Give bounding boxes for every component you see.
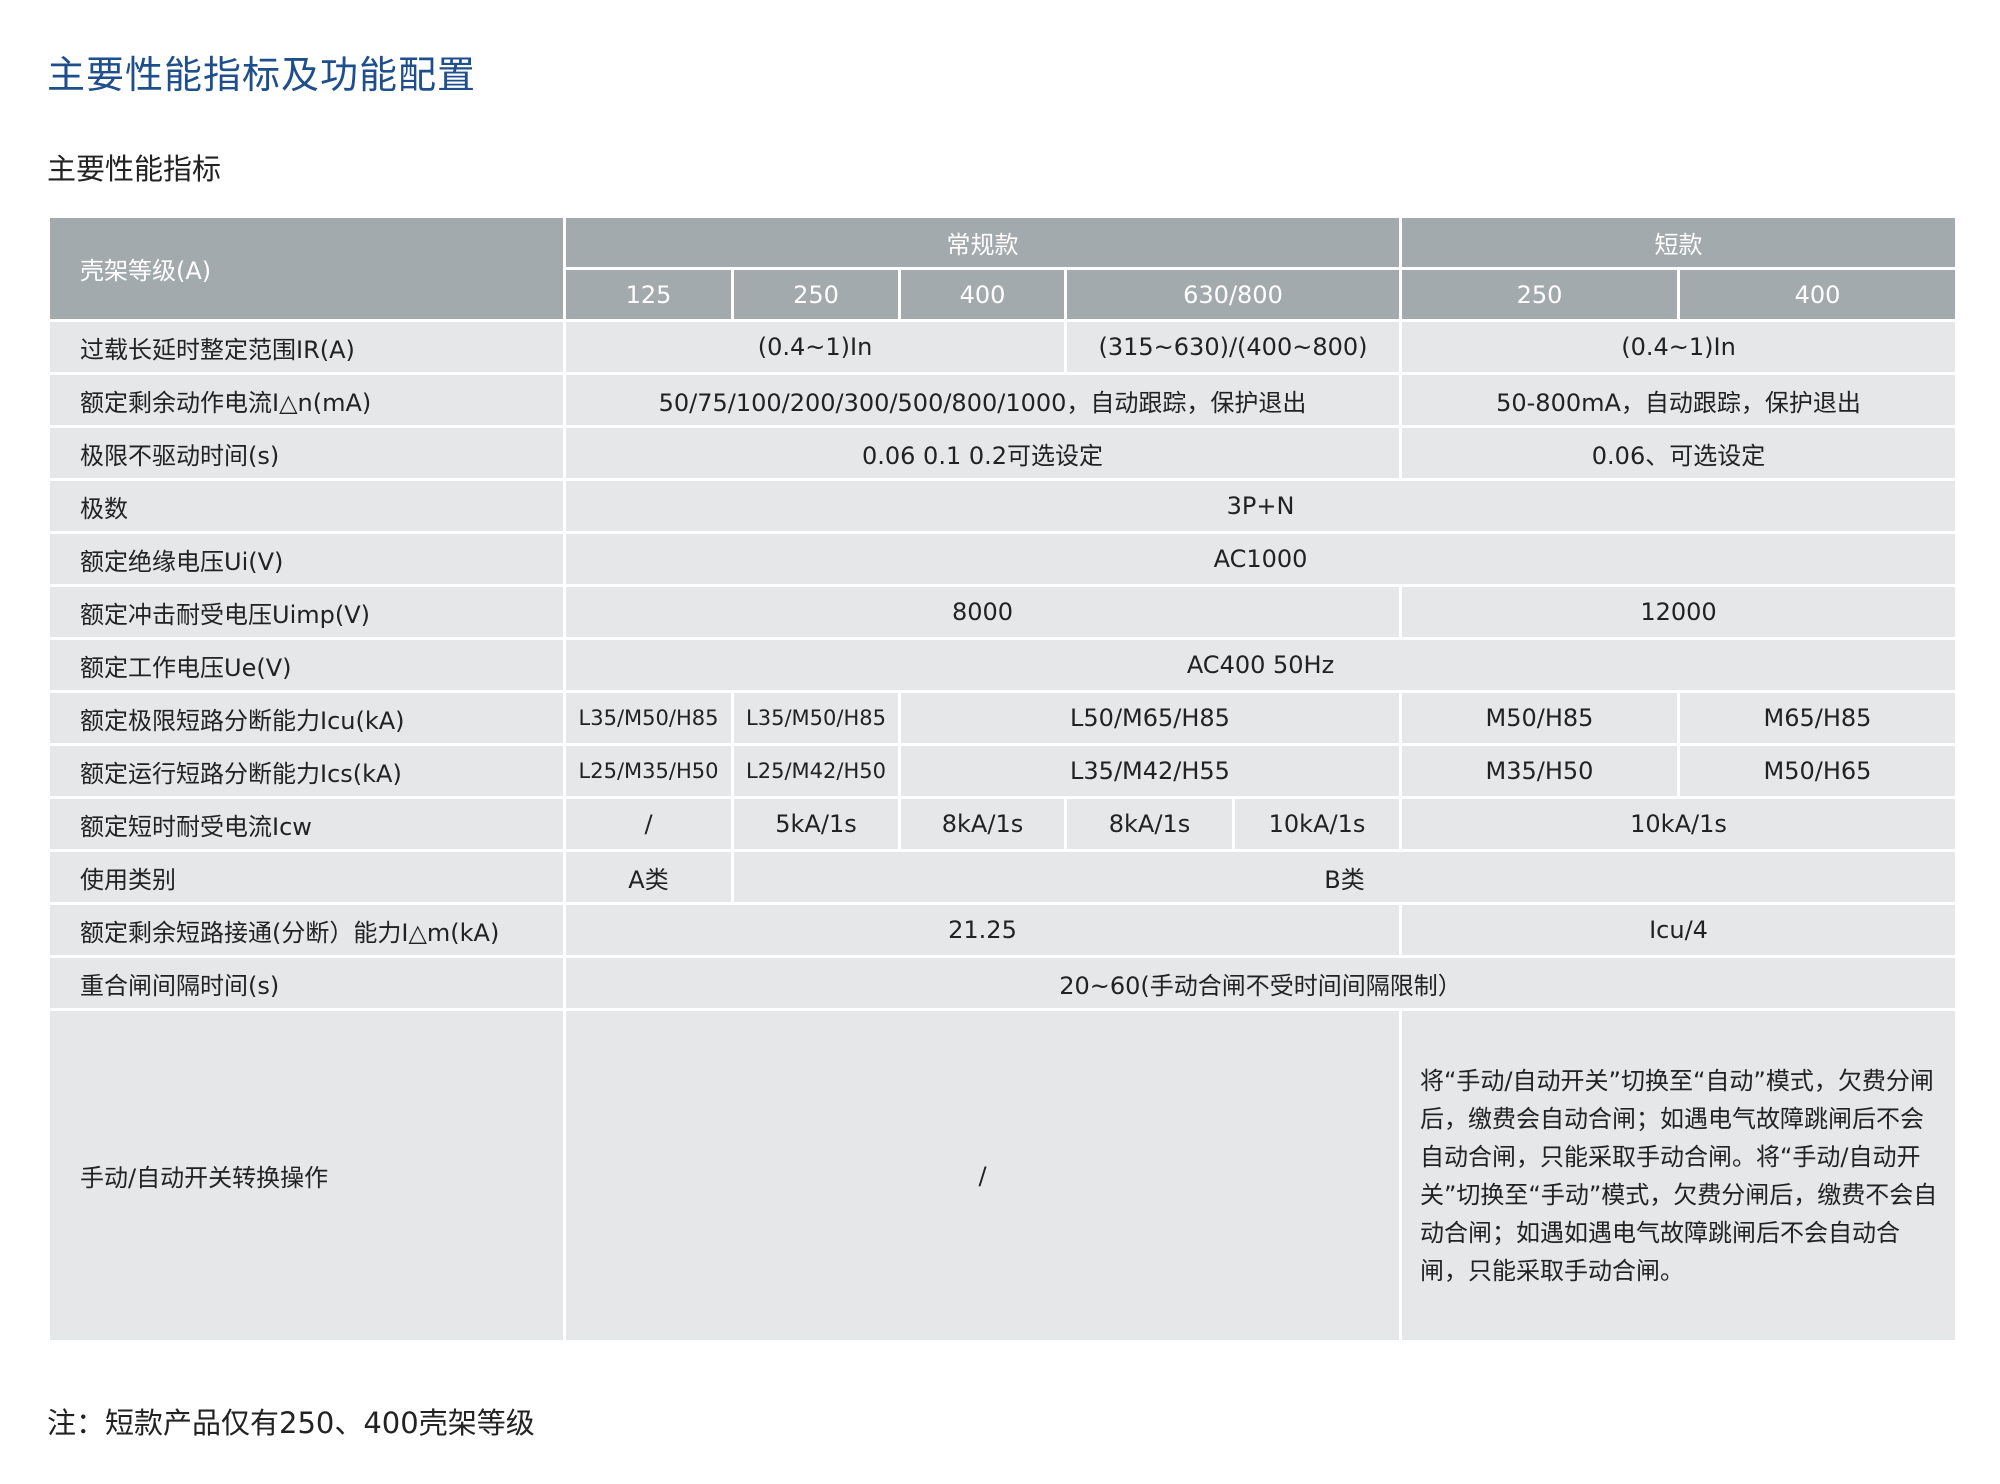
row-label: 额定极限短路分断能力Icu(kA): [47, 690, 566, 746]
row-label: 极数: [47, 478, 566, 534]
header-rating: 400: [898, 267, 1067, 322]
table-cell: /: [563, 796, 734, 852]
table-cell: L35/M50/H85: [731, 690, 901, 746]
table-row: 额定剩余短路接通(分断）能力I△m(kA) 21.25 Icu/4: [47, 902, 1958, 958]
row-label: 额定工作电压Ue(V): [47, 637, 566, 693]
table-cell: M35/H50: [1399, 743, 1680, 799]
header-rating: 125: [563, 267, 734, 322]
table-cell: L50/M65/H85: [898, 690, 1402, 746]
table-cell: 21.25: [563, 902, 1402, 958]
table-row: 额定短时耐受电流Icw/5kA/1s 8kA/1s 8kA/1s 10kA/1s 10k…: [47, 796, 1958, 852]
table-cell: M50/H85: [1399, 690, 1680, 746]
table-cell: M50/H65: [1677, 743, 1958, 799]
table-cell: L25/M42/H50: [731, 743, 901, 799]
table-row: 重合闸间隔时间(s) 20~60(手动合闸不受时间间隔限制）: [47, 955, 1958, 1011]
header-frame-label: 壳架等级(A): [47, 215, 566, 322]
table-row: 使用类别 A类 B类: [47, 849, 1958, 905]
header-group-regular: 常规款: [563, 215, 1402, 270]
table-cell: M65/H85: [1677, 690, 1958, 746]
table-row: 额定运行短路分断能力Ics(kA) L25/M35/H50 L25/M42/H50 L…: [47, 743, 1958, 799]
header-rating: 400: [1677, 267, 1958, 322]
table-row: 手动/自动开关转换操作 / 将“手动/自动开关”切换至“自动”模式，欠费分闸后，缴费…: [47, 1008, 1958, 1343]
table-cell: 8kA/1s: [1064, 796, 1235, 852]
table-cell: (315~630)/(400~800): [1064, 319, 1402, 375]
table-cell: 50/75/100/200/300/500/800/1000，自动跟踪，保护退出: [563, 372, 1402, 428]
table-row: 极限不驱动时间(s) 0.06 0.1 0.2可选设定 0.06、可选设定: [47, 425, 1958, 481]
row-label: 手动/自动开关转换操作: [47, 1008, 566, 1343]
header-row-groups: 壳架等级(A) 常规款 短款: [47, 215, 1958, 322]
row-label: 使用类别: [47, 849, 566, 905]
spec-table: 壳架等级(A) 常规款 短款 125 250 400 630/800 250 4…: [47, 215, 1958, 1343]
row-label: 额定冲击耐受电压Uimp(V): [47, 584, 566, 640]
table-cell: 将“手动/自动开关”切换至“自动”模式，欠费分闸后，缴费会自动合闸；如遇电气故障…: [1399, 1008, 1958, 1343]
row-label: 额定短时耐受电流Icw: [47, 796, 566, 852]
table-cell: 12000: [1399, 584, 1958, 640]
table-row: 过载长延时整定范围IR(A) (0.4~1)In (315~630)/(400~80…: [47, 319, 1958, 375]
row-label: 额定剩余动作电流I△n(mA): [47, 372, 566, 428]
footnote: 注：短款产品仅有250、400壳架等级: [47, 1406, 535, 1440]
table-row: 极数 3P+N: [47, 478, 1958, 534]
section-title: 主要性能指标: [47, 152, 222, 186]
table-cell: 3P+N: [563, 478, 1958, 534]
table-cell: L35/M42/H55: [898, 743, 1402, 799]
table-cell: (0.4~1)In: [563, 319, 1067, 375]
header-row-ratings: 125 250 400 630/800 250 400: [49, 267, 1958, 322]
row-label: 过载长延时整定范围IR(A): [47, 319, 566, 375]
row-label: 极限不驱动时间(s): [47, 425, 566, 481]
table-cell: 5kA/1s: [731, 796, 901, 852]
header-rating: 250: [731, 267, 901, 322]
row-label: 额定绝缘电压Ui(V): [47, 531, 566, 587]
row-label: 额定剩余短路接通(分断）能力I△m(kA): [47, 902, 566, 958]
table-cell: /: [563, 1008, 1402, 1343]
table-cell: 0.06、可选设定: [1399, 425, 1958, 481]
page-title: 主要性能指标及功能配置: [47, 53, 477, 97]
table-cell: 50-800mA，自动跟踪，保护退出: [1399, 372, 1958, 428]
header-group-short: 短款: [1399, 215, 1958, 270]
table-cell: 10kA/1s: [1399, 796, 1958, 852]
table-cell: 20~60(手动合闸不受时间间隔限制）: [563, 955, 1958, 1011]
table-cell: (0.4~1)In: [1399, 319, 1958, 375]
table-cell: AC1000: [563, 531, 1958, 587]
row-label: 重合闸间隔时间(s): [47, 955, 566, 1011]
table-cell: Icu/4: [1399, 902, 1958, 958]
table-row: 额定冲击耐受电压Uimp(V) 8000 12000: [47, 584, 1958, 640]
header-rating: 250: [1399, 267, 1680, 322]
table-cell: L35/M50/H85: [563, 690, 734, 746]
header-rating: 630/800: [1064, 267, 1402, 322]
table-cell: AC400 50Hz: [563, 637, 1958, 693]
table-cell: 8kA/1s: [898, 796, 1067, 852]
table-row: 额定绝缘电压Ui(V) AC1000: [47, 531, 1958, 587]
table-cell: L25/M35/H50: [563, 743, 734, 799]
table-cell: B类: [731, 849, 1958, 905]
table-cell: 0.06 0.1 0.2可选设定: [563, 425, 1402, 481]
table-row: 额定工作电压Ue(V) AC400 50Hz: [47, 637, 1958, 693]
table-cell: 10kA/1s: [1232, 796, 1402, 852]
table-cell: 8000: [563, 584, 1402, 640]
table-row: 额定剩余动作电流I△n(mA) 50/75/100/200/300/500/800…: [47, 372, 1958, 428]
row-label: 额定运行短路分断能力Ics(kA): [47, 743, 566, 799]
table-row: 额定极限短路分断能力Icu(kA) L35/M50/H85 L35/M50/H85 L…: [47, 690, 1958, 746]
table-cell: A类: [563, 849, 734, 905]
